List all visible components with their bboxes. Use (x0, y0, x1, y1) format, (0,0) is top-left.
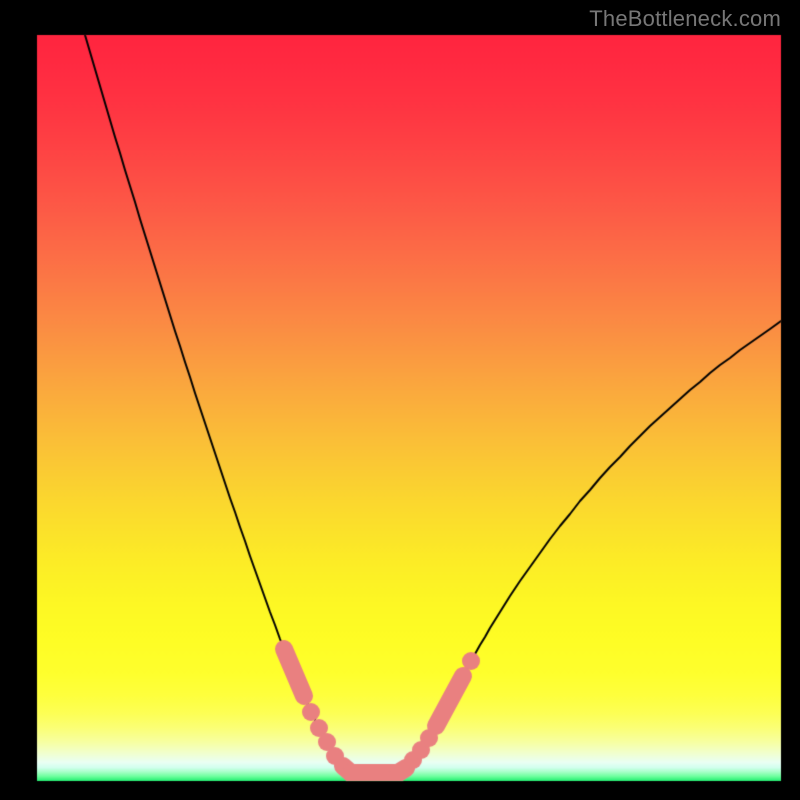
watermark-text: TheBottleneck.com (589, 6, 781, 32)
chart-canvas-foreground (0, 0, 800, 800)
